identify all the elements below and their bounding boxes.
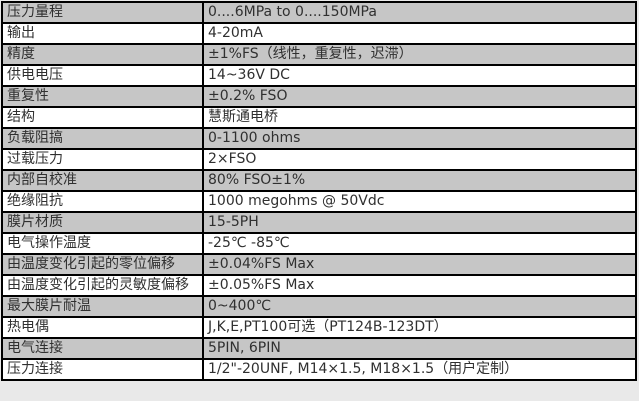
value-cell: 0-1100 ohms [202,127,637,150]
value-cell: ±0.04%FS Max [202,253,637,276]
spec-row: 负载阻搞 0-1100 ohms [1,127,637,150]
spec-row: 电气操作温度 -25℃ -85℃ [1,232,637,255]
spec-row: 供电电压 14~36V DC [1,64,637,87]
spec-table: 压力量程 0....6MPa to 0....150MPa 输出 4-20mA 精度 ±1… [1,1,637,381]
param-cell: 精度 [1,43,204,66]
value-cell: 0~400℃ [202,295,637,318]
param-cell: 内部自校准 [1,169,204,192]
param-cell: 电气连接 [1,337,204,360]
param-cell: 供电电压 [1,64,204,87]
param-cell: 电气操作温度 [1,232,204,255]
spec-row: 过载压力 2×FSO [1,148,637,171]
spec-row: 热电偶 J,K,E,PT100可选（PT124B-123DT） [1,316,637,339]
value-cell: ±0.05%FS Max [202,274,637,297]
value-cell: 2×FSO [202,148,637,171]
param-cell: 由温度变化引起的零位偏移 [1,253,204,276]
param-cell: 最大膜片耐温 [1,295,204,318]
spec-row: 输出 4-20mA [1,22,637,45]
param-cell: 输出 [1,22,204,45]
spec-row: 内部自校准 80% FSO±1% [1,169,637,192]
value-cell: 慧斯通电桥 [202,106,637,129]
param-cell: 压力量程 [1,1,204,24]
value-cell: ±0.2% FSO [202,85,637,108]
spec-row: 结构 慧斯通电桥 [1,106,637,129]
param-cell: 热电偶 [1,316,204,339]
spec-row: 电气连接 5PIN, 6PIN [1,337,637,360]
spec-table-body: 压力量程 0....6MPa to 0....150MPa 输出 4-20mA 精度 ±1… [1,1,637,381]
value-cell: 80% FSO±1% [202,169,637,192]
value-cell: 4-20mA [202,22,637,45]
spec-row: 重复性 ±0.2% FSO [1,85,637,108]
param-cell: 由温度变化引起的灵敏度偏移 [1,274,204,297]
spec-row: 绝缘阻抗 1000 megohms @ 50Vdc [1,190,637,213]
spec-row: 由温度变化引起的零位偏移 ±0.04%FS Max [1,253,637,276]
value-cell: 14~36V DC [202,64,637,87]
value-cell: 0....6MPa to 0....150MPa [202,1,637,24]
param-cell: 负载阻搞 [1,127,204,150]
spec-row: 由温度变化引起的灵敏度偏移 ±0.05%FS Max [1,274,637,297]
param-cell: 重复性 [1,85,204,108]
param-cell: 结构 [1,106,204,129]
value-cell: 1/2"-20UNF, M14×1.5, M18×1.5（用户定制） [202,358,637,381]
param-cell: 膜片材质 [1,211,204,234]
spec-row: 压力连接 1/2"-20UNF, M14×1.5, M18×1.5（用户定制） [1,358,637,381]
spec-row: 压力量程 0....6MPa to 0....150MPa [1,1,637,24]
spec-row: 精度 ±1%FS（线性，重复性，迟滞） [1,43,637,66]
spec-row: 最大膜片耐温 0~400℃ [1,295,637,318]
spec-row: 膜片材质 15-5PH [1,211,637,234]
param-cell: 绝缘阻抗 [1,190,204,213]
value-cell: J,K,E,PT100可选（PT124B-123DT） [202,316,637,339]
value-cell: 5PIN, 6PIN [202,337,637,360]
param-cell: 过载压力 [1,148,204,171]
value-cell: 15-5PH [202,211,637,234]
param-cell: 压力连接 [1,358,204,381]
value-cell: 1000 megohms @ 50Vdc [202,190,637,213]
value-cell: ±1%FS（线性，重复性，迟滞） [202,43,637,66]
value-cell: -25℃ -85℃ [202,232,637,255]
